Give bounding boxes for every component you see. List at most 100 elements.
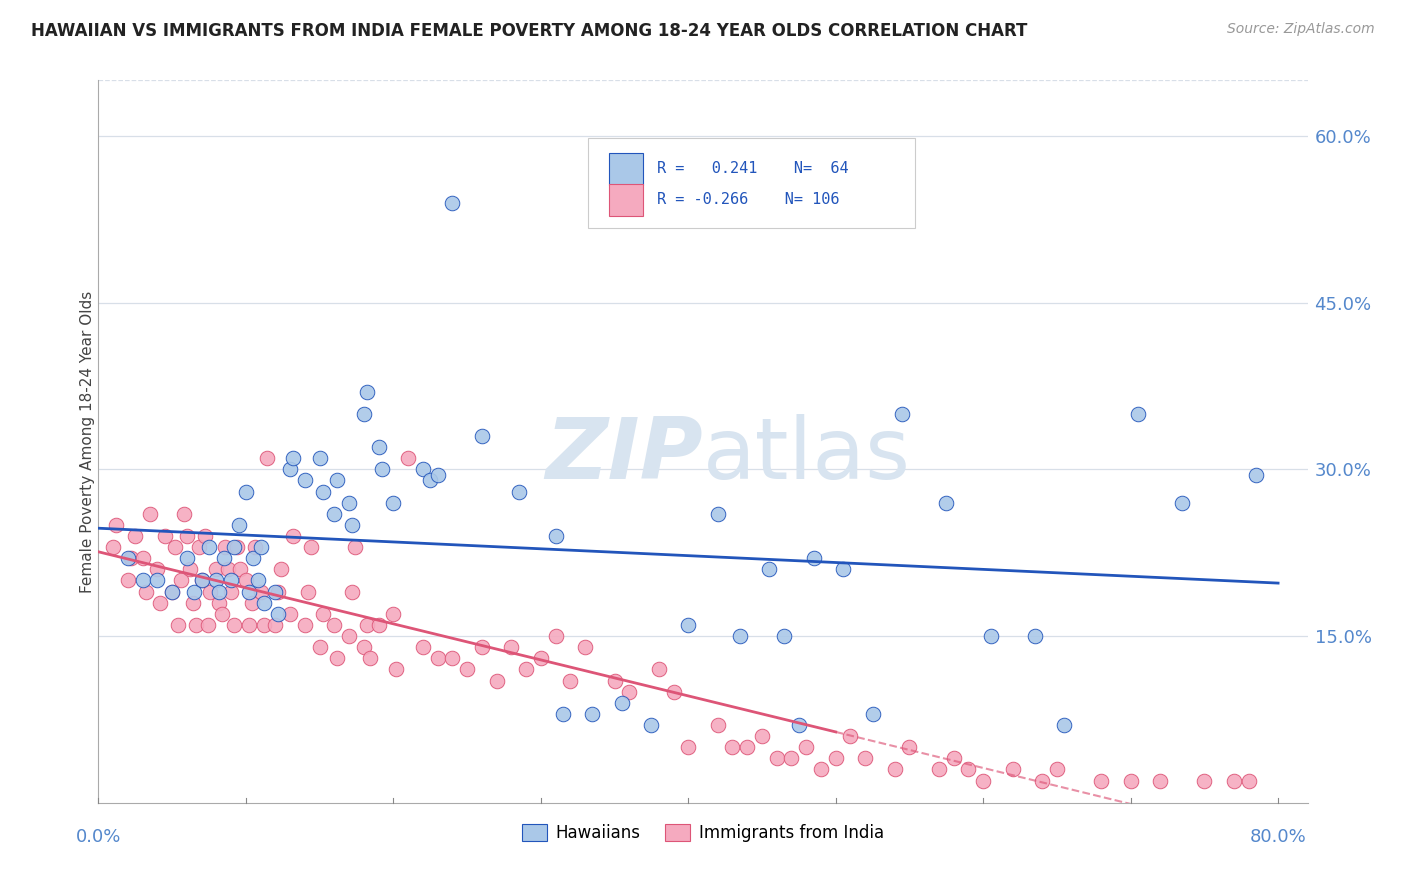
Point [270, 562, 292, 576]
Point [340, 584, 363, 599]
Text: 0.0%: 0.0% [76, 828, 121, 846]
Point [212, 551, 235, 566]
Point [560, 673, 582, 688]
Point [942, 751, 965, 765]
Point [928, 763, 950, 777]
Point [139, 507, 162, 521]
Point [471, 429, 494, 443]
Point [648, 662, 671, 676]
Point [326, 474, 349, 488]
Point [957, 763, 980, 777]
Point [197, 618, 219, 632]
Point [187, 540, 209, 554]
Text: ZIP: ZIP [546, 415, 703, 498]
Text: Source: ZipAtlas.com: Source: ZipAtlas.com [1227, 22, 1375, 37]
Point [205, 574, 228, 588]
Point [353, 407, 375, 421]
Point [610, 696, 633, 710]
Point [780, 751, 803, 765]
Point [181, 596, 204, 610]
Point [574, 640, 596, 655]
Point [326, 651, 349, 665]
Point [385, 662, 408, 676]
Point [603, 673, 626, 688]
Point [640, 718, 662, 732]
Point [1053, 718, 1076, 732]
Point [456, 662, 478, 676]
Point [678, 618, 700, 632]
Point [501, 640, 523, 655]
Point [211, 607, 233, 621]
Point [246, 574, 269, 588]
Point [544, 629, 567, 643]
Point [370, 462, 392, 476]
Point [124, 529, 146, 543]
Point [252, 618, 274, 632]
Point [337, 496, 360, 510]
Point [249, 540, 271, 554]
Point [337, 629, 360, 643]
Point [1126, 407, 1149, 421]
Point [728, 629, 751, 643]
Point [101, 540, 124, 554]
Point [297, 584, 319, 599]
Point [441, 195, 464, 210]
Point [1119, 773, 1142, 788]
Point [412, 462, 434, 476]
Point [219, 574, 242, 588]
Point [382, 607, 405, 621]
Point [194, 529, 217, 543]
Point [340, 517, 363, 532]
Point [252, 596, 274, 610]
Point [226, 540, 249, 554]
Point [205, 562, 228, 576]
FancyBboxPatch shape [588, 138, 915, 228]
Point [515, 662, 537, 676]
Point [229, 562, 252, 576]
Point [980, 629, 1002, 643]
Bar [609, 184, 643, 216]
Point [441, 651, 464, 665]
Point [765, 751, 787, 765]
Point [228, 517, 250, 532]
Point [935, 496, 957, 510]
Point [485, 673, 508, 688]
Point [353, 640, 375, 655]
Point [898, 740, 921, 755]
Point [208, 596, 231, 610]
Text: HAWAIIAN VS IMMIGRANTS FROM INDIA FEMALE POVERTY AMONG 18-24 YEAR OLDS CORRELATI: HAWAIIAN VS IMMIGRANTS FROM INDIA FEMALE… [31, 22, 1028, 40]
Point [176, 529, 198, 543]
Point [160, 584, 183, 599]
Point [176, 551, 198, 566]
Point [787, 718, 810, 732]
Point [308, 451, 330, 466]
Point [190, 574, 212, 588]
Point [1031, 773, 1053, 788]
Point [706, 718, 728, 732]
Point [243, 540, 266, 554]
Point [200, 584, 222, 599]
Point [311, 484, 333, 499]
Point [190, 574, 212, 588]
Point [131, 551, 153, 566]
Point [264, 584, 287, 599]
Point [343, 540, 366, 554]
Point [299, 540, 322, 554]
Point [891, 407, 914, 421]
Point [105, 517, 128, 532]
Point [721, 740, 744, 755]
Bar [609, 153, 643, 185]
Point [735, 740, 758, 755]
Point [751, 729, 773, 743]
Point [146, 574, 169, 588]
Point [1237, 773, 1260, 788]
Point [238, 584, 260, 599]
Point [235, 574, 257, 588]
Point [758, 562, 780, 576]
Point [1046, 763, 1069, 777]
Point [249, 584, 271, 599]
Point [222, 540, 245, 554]
Point [1194, 773, 1216, 788]
Point [294, 618, 316, 632]
Point [235, 484, 257, 499]
